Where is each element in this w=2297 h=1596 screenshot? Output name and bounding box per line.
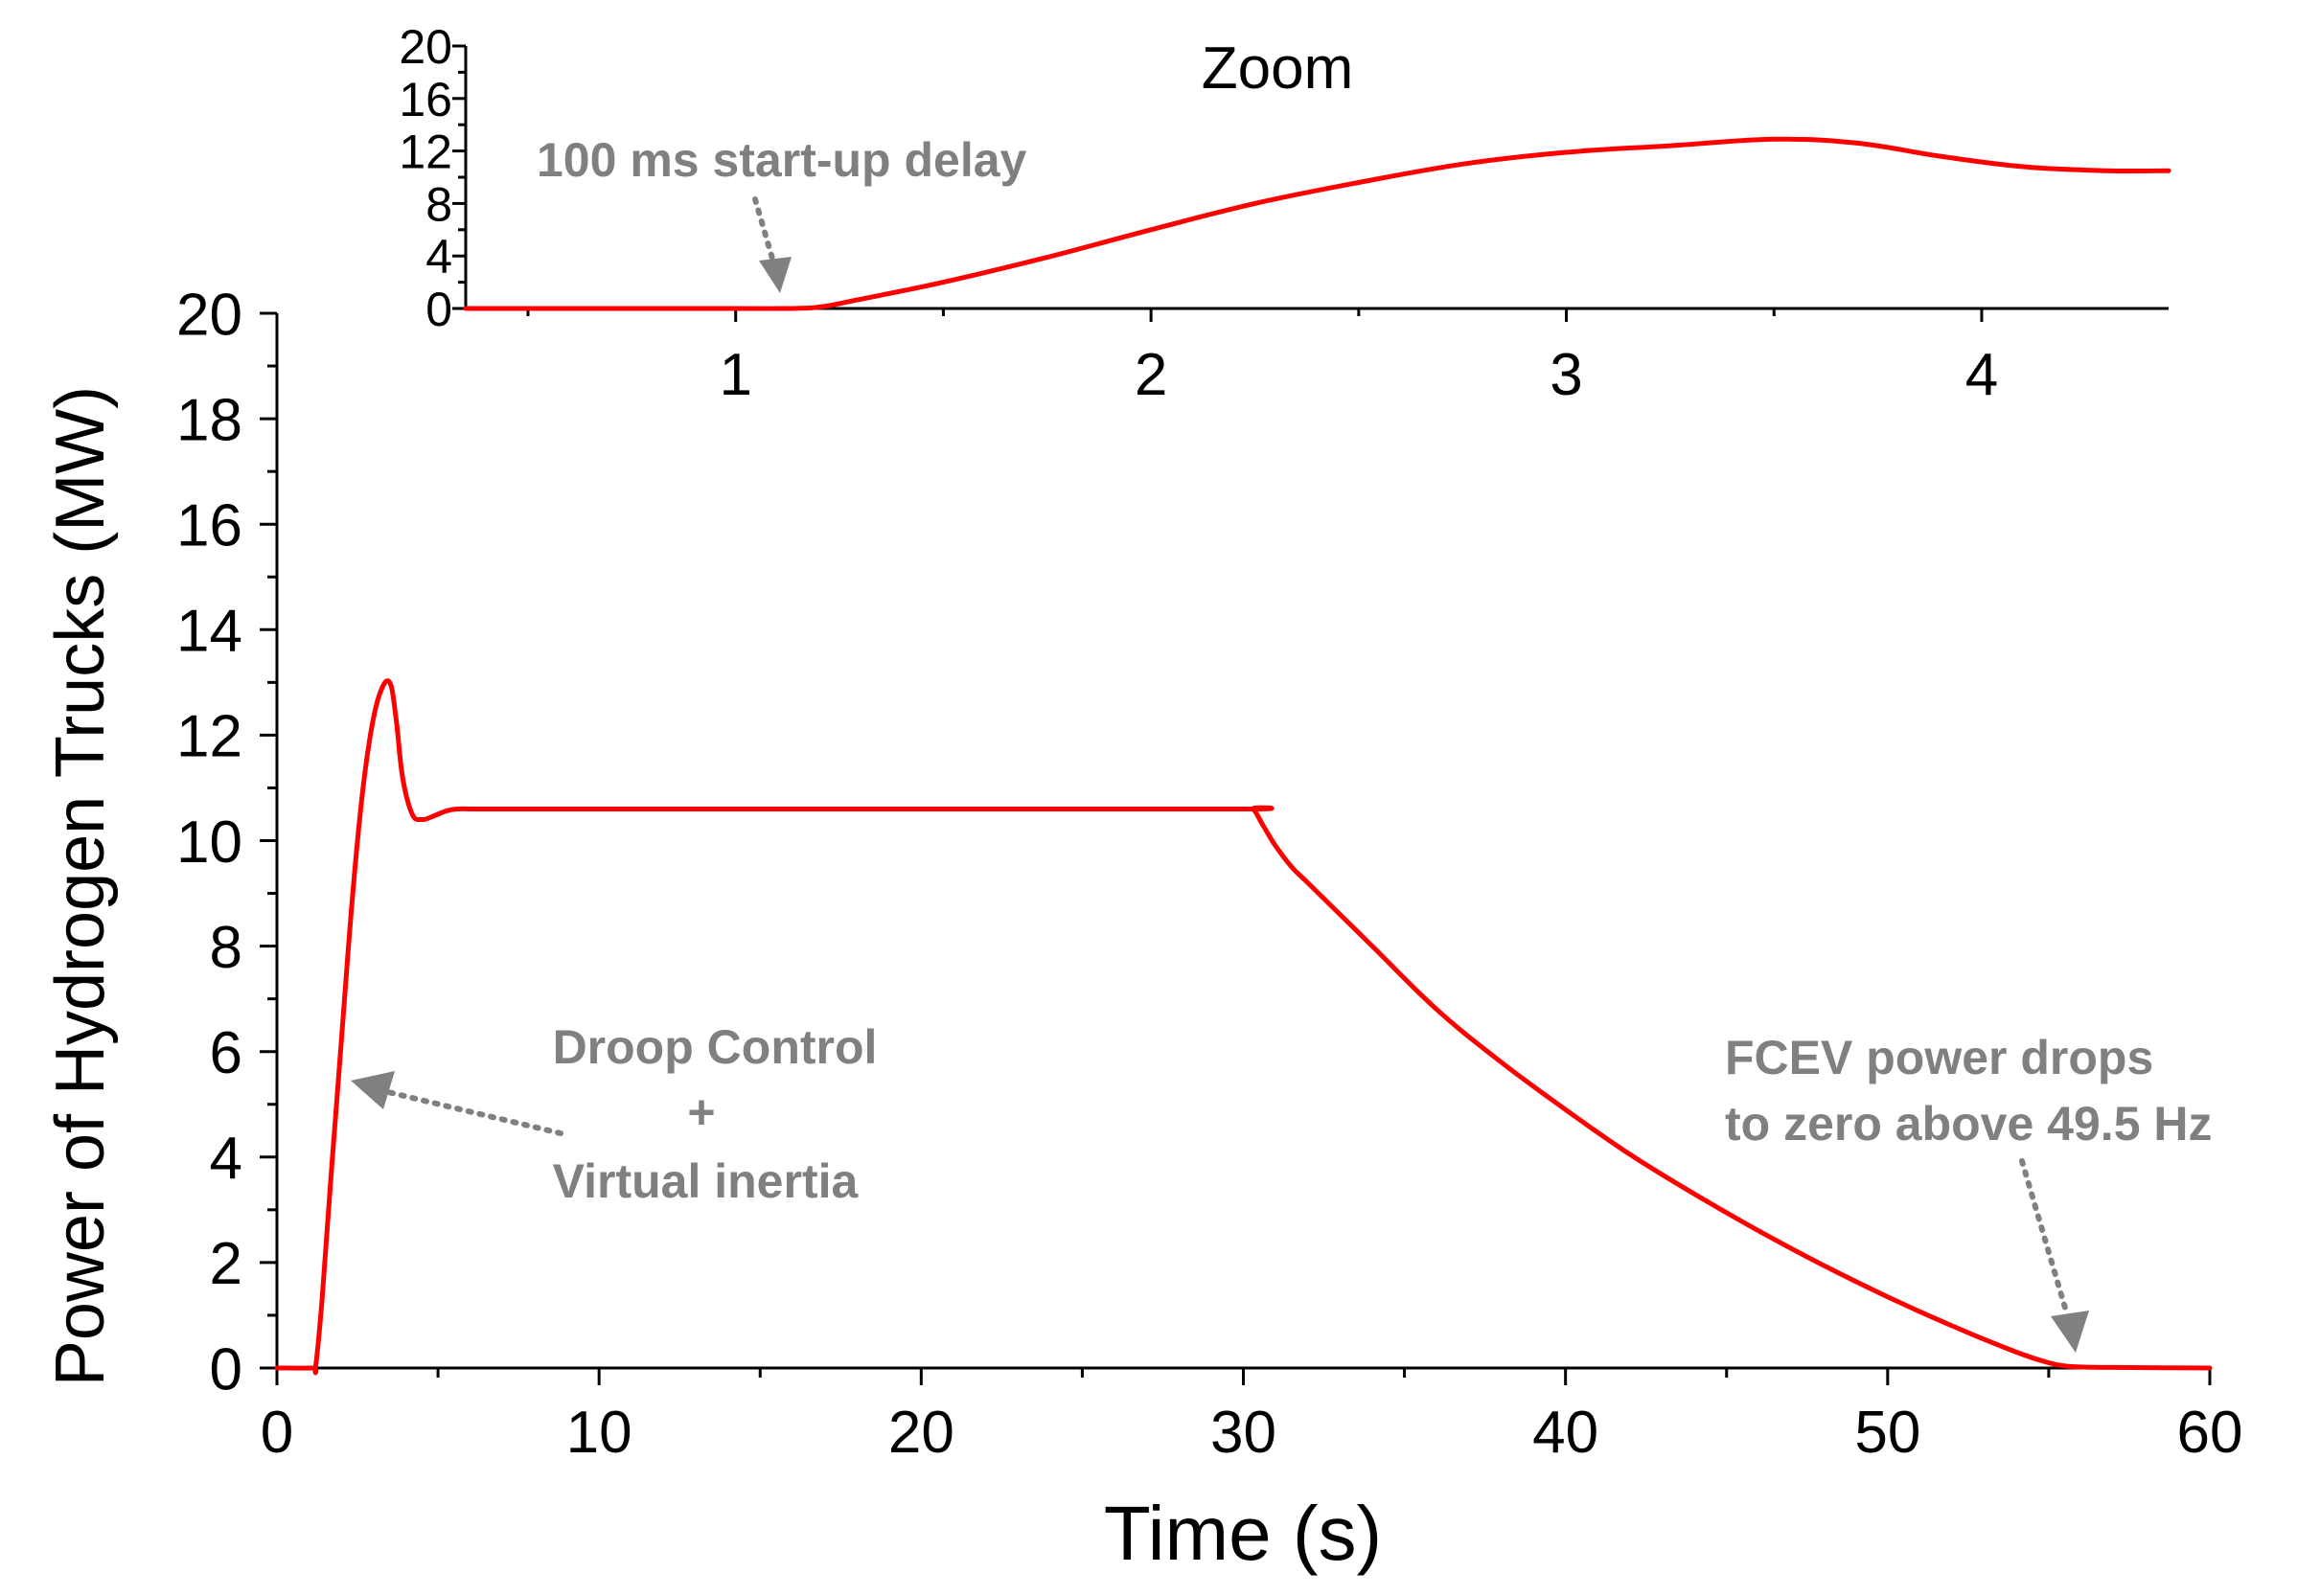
droop-arrow	[385, 1089, 563, 1136]
fcev-arrow	[2019, 1158, 2070, 1317]
main-y-tick-label: 20	[176, 282, 242, 348]
main-y-tick-label: 4	[210, 1126, 242, 1192]
zoom-ticks	[452, 44, 1984, 322]
droop-annotation: Droop Control + Virtual inertia	[351, 1020, 877, 1208]
zoom-title: Zoom	[1202, 35, 1353, 102]
zoom-y-tick-label: 12	[399, 125, 452, 179]
droop-annotation-line-1: Droop Control	[553, 1020, 878, 1074]
main-x-tick-label: 0	[261, 1400, 293, 1466]
main-x-tick-label: 60	[2177, 1400, 2243, 1466]
delay-arrow-head	[759, 257, 792, 293]
zoom-x-tick-label: 1	[719, 342, 751, 408]
zoom-x-tick-label: 3	[1550, 342, 1582, 408]
zoom-y-tick-label: 0	[425, 283, 452, 336]
fcev-arrow-head	[2051, 1311, 2089, 1353]
main-y-tick-label: 14	[176, 599, 242, 665]
zoom-series-line	[463, 136, 2171, 311]
main-y-tick-label: 8	[210, 915, 242, 981]
main-series-line	[274, 678, 2213, 1376]
main-x-axis-title: Time (s)	[1104, 1491, 1382, 1576]
main-x-tick-label: 40	[1532, 1400, 1598, 1466]
droop-annotation-line-2: +	[687, 1085, 715, 1139]
main-ticks	[260, 311, 2212, 1385]
main-x-tick-label: 30	[1210, 1400, 1276, 1466]
main-y-tick-label: 10	[176, 809, 242, 876]
main-y-tick-label: 12	[176, 704, 242, 770]
main-x-tick-label: 20	[888, 1400, 954, 1466]
zoom-x-tick-label: 4	[1965, 342, 1998, 408]
main-y-tick-label: 6	[210, 1020, 242, 1086]
fcev-annotation: FCEV power drops to zero above 49.5 Hz	[1725, 1031, 2213, 1353]
main-y-tick-label: 18	[176, 387, 242, 453]
main-y-tick-label: 2	[210, 1231, 242, 1297]
zoom-y-tick-label: 8	[425, 177, 452, 231]
main-x-tick-label: 10	[566, 1400, 632, 1466]
zoom-y-tick-label: 4	[425, 230, 452, 284]
main-y-tick-label: 16	[176, 493, 242, 559]
zoom-y-tick-label: 20	[399, 20, 452, 74]
delay-annotation: 100 ms start-up delay	[537, 133, 1027, 293]
main-y-tick-label: 0	[210, 1336, 242, 1402]
delay-annotation-text: 100 ms start-up delay	[537, 133, 1027, 187]
fcev-annotation-line-1: FCEV power drops	[1725, 1031, 2153, 1084]
delay-arrow	[752, 196, 775, 262]
main-y-axis-title: Power of Hydrogen Trucks (MW)	[42, 386, 119, 1386]
main-x-tick-label: 50	[1854, 1400, 1920, 1466]
main-axes	[275, 313, 2210, 1370]
droop-arrow-head	[351, 1071, 395, 1109]
zoom-y-tick-label: 16	[399, 73, 452, 126]
fcev-annotation-line-2: to zero above 49.5 Hz	[1725, 1097, 2213, 1151]
zoom-x-tick-label: 2	[1135, 342, 1167, 408]
droop-annotation-line-3: Virtual inertia	[553, 1154, 860, 1208]
